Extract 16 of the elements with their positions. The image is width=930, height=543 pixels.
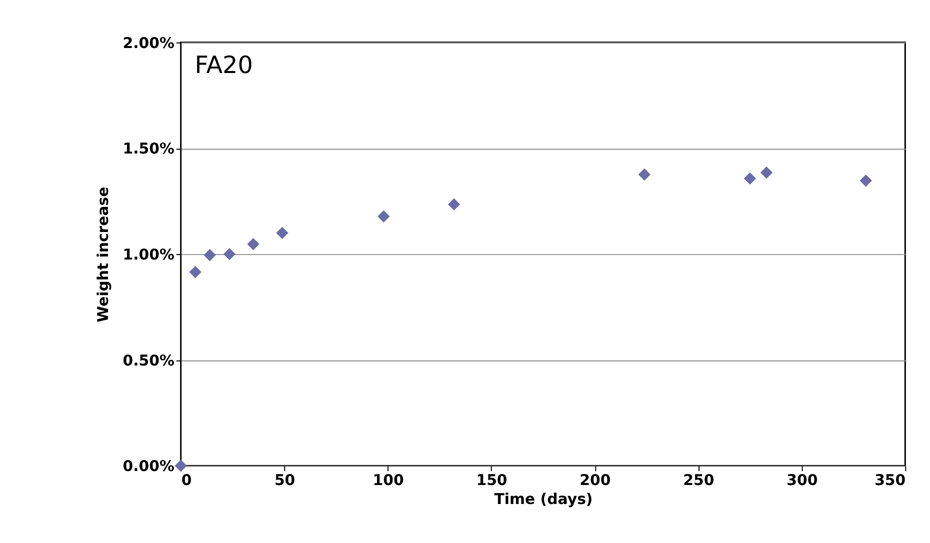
y-axis-title: Weight increase [94, 186, 112, 322]
x-tick-label: 100 [372, 471, 404, 490]
x-tick-label: 200 [580, 471, 611, 490]
y-tick-label: 1.50% [122, 140, 174, 158]
x-tick-label: 250 [683, 471, 714, 490]
y-tick-label: 1.00% [122, 246, 174, 264]
annotation: FA20 [194, 51, 253, 80]
y-tick-label: 2.00% [122, 34, 174, 52]
x-tick-label: 300 [786, 471, 818, 490]
x-tick-label: 50 [274, 471, 296, 490]
x-tick-label: 0 [181, 471, 192, 490]
y-tick-label: 0.00% [122, 457, 174, 476]
y-tick-label: 0.50% [122, 351, 174, 370]
x-axis-title: Time (days) [494, 490, 593, 508]
x-tick-label: 350 [874, 471, 906, 490]
x-tick-label: 150 [476, 471, 508, 490]
